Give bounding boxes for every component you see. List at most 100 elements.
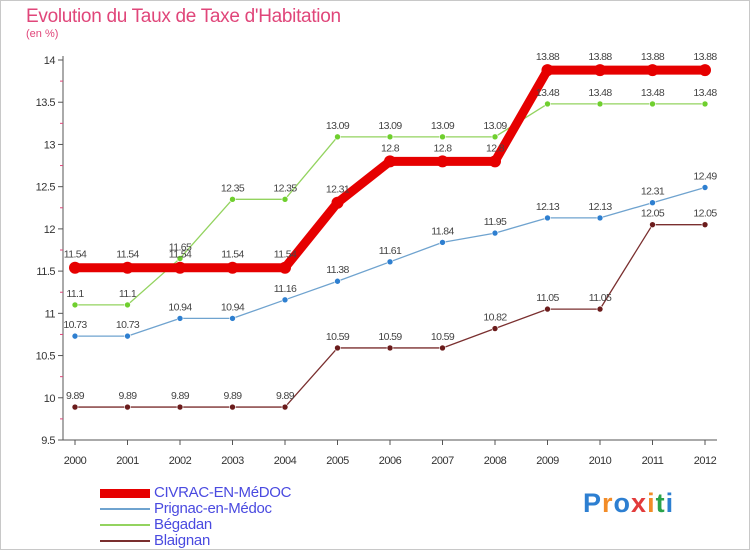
- data-label: 9.89: [66, 390, 85, 402]
- data-label: 9.89: [223, 390, 242, 402]
- logo-letter: t: [655, 488, 666, 518]
- series-line: [75, 65, 705, 273]
- logo-letter: x: [631, 488, 648, 518]
- data-label: 10.59: [378, 331, 402, 343]
- legend-item-civrac: CIVRAC-EN-MéDOC: [100, 485, 360, 501]
- legend-item-prignac: Prignac-en-Médoc: [100, 501, 360, 517]
- data-label: 11.84: [431, 225, 454, 237]
- data-point: [544, 214, 551, 222]
- data-label: 12.35: [221, 182, 245, 194]
- data-label: 13.09: [378, 120, 402, 132]
- data-point: [386, 258, 394, 266]
- data-label: 11.1: [66, 288, 84, 300]
- data-label: 12.8: [381, 142, 400, 154]
- logo-letter: i: [647, 488, 656, 518]
- data-point: [439, 133, 446, 141]
- data-label: 13.88: [641, 51, 665, 63]
- y-tick-label: 13.5: [36, 97, 56, 109]
- data-label: 12.13: [536, 201, 560, 213]
- data-point: [176, 255, 184, 262]
- data-point: [69, 261, 81, 274]
- data-point: [541, 64, 554, 77]
- data-label: 11.16: [274, 283, 297, 295]
- chart-legend: CIVRAC-EN-MéDOC Prignac-en-Médoc Bégadan…: [100, 485, 360, 549]
- data-point: [176, 315, 184, 322]
- logo-letter: i: [665, 488, 675, 518]
- y-tick-label: 14: [44, 55, 56, 67]
- data-point: [121, 261, 134, 274]
- data-point: [334, 133, 341, 141]
- data-point: [124, 301, 131, 309]
- legend-swatch-begadan: [100, 524, 150, 526]
- y-tick-label: 13: [44, 139, 56, 151]
- data-label: 11.54: [169, 249, 192, 261]
- legend-swatch-prignac: [100, 508, 150, 510]
- data-point: [176, 403, 184, 411]
- data-point: [649, 100, 656, 108]
- data-label: 10.94: [221, 301, 245, 313]
- x-tick-label: 2012: [694, 455, 717, 467]
- data-label: 11.61: [379, 245, 402, 257]
- data-point: [596, 214, 604, 222]
- data-label: 12.31: [326, 184, 350, 196]
- data-label: 13.88: [588, 51, 612, 63]
- x-tick-label: 2009: [536, 455, 559, 467]
- x-tick-label: 2010: [589, 455, 612, 467]
- proxiti-logo: Proxiti: [583, 488, 674, 519]
- y-tick-label: 10: [44, 393, 56, 405]
- legend-swatch-civrac: [100, 489, 150, 498]
- legend-label-prignac: Prignac-en-Médoc: [154, 500, 272, 517]
- x-tick-label: 2003: [221, 455, 244, 467]
- data-point: [331, 196, 344, 209]
- data-label: 11.54: [274, 249, 297, 261]
- data-point: [646, 64, 659, 77]
- data-point: [334, 277, 341, 285]
- data-label: 10.82: [483, 312, 507, 324]
- y-tick-label: 10.5: [36, 351, 56, 363]
- logo-letter: o: [613, 488, 632, 518]
- data-point: [439, 239, 446, 246]
- data-point: [71, 301, 79, 309]
- data-point: [386, 344, 394, 352]
- data-label: 13.48: [693, 87, 717, 99]
- data-label: 11.54: [116, 249, 139, 261]
- data-point: [229, 315, 236, 322]
- data-label: 13.48: [536, 87, 560, 99]
- x-tick-label: 2004: [274, 455, 297, 467]
- data-point: [491, 325, 499, 332]
- data-label: 11.54: [221, 249, 244, 261]
- legend-label-civrac: CIVRAC-EN-MéDOC: [154, 484, 292, 501]
- x-tick-label: 2007: [431, 455, 454, 467]
- data-point: [649, 221, 656, 228]
- data-point: [174, 261, 186, 274]
- data-point: [596, 100, 604, 108]
- data-label: 13.48: [588, 87, 612, 99]
- logo-letter: r: [602, 488, 614, 518]
- x-tick-label: 2002: [169, 455, 192, 467]
- data-label: 10.94: [168, 301, 192, 313]
- data-label: 11.65: [169, 241, 192, 253]
- chart-subtitle: (en %): [26, 28, 59, 40]
- data-point: [491, 133, 499, 141]
- data-label: 11.54: [64, 249, 87, 261]
- data-point: [439, 344, 446, 352]
- y-tick-label: 12.5: [36, 182, 56, 194]
- chart-title: Evolution du Taux de Taxe d'Habitation: [26, 6, 341, 27]
- data-label: 11.38: [326, 264, 349, 276]
- data-point: [596, 305, 604, 313]
- data-point: [649, 199, 656, 207]
- legend-label-blaignan: Blaignan: [154, 532, 210, 549]
- data-point: [544, 100, 551, 108]
- y-tick-label: 9.5: [41, 435, 55, 447]
- legend-item-blaignan: Blaignan: [100, 533, 360, 549]
- data-point: [281, 196, 289, 203]
- data-label: 12.35: [273, 182, 297, 194]
- data-label: 12.05: [693, 208, 717, 220]
- data-point: [701, 184, 709, 191]
- data-point: [701, 100, 709, 108]
- data-point: [436, 155, 449, 168]
- data-point: [594, 64, 606, 77]
- x-tick-label: 2011: [642, 455, 664, 467]
- logo-letter: P: [583, 488, 603, 518]
